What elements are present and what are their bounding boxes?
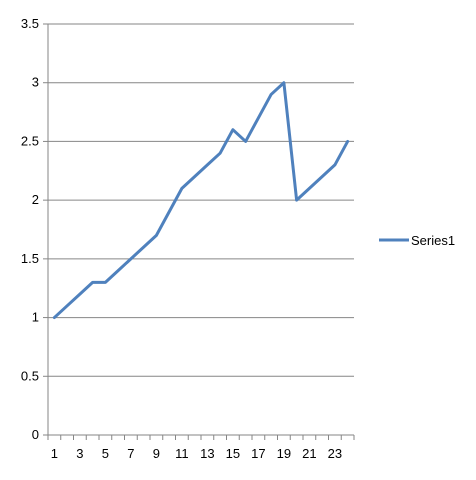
legend: Series1 [379,233,455,248]
gridlines [48,24,354,376]
legend-label: Series1 [411,233,455,248]
y-tick-label: 2.5 [21,133,39,148]
y-tick-label: 3.5 [21,16,39,31]
x-tick-label: 15 [226,446,240,461]
x-tick-label: 9 [153,446,160,461]
x-tick-label: 7 [127,446,134,461]
x-tick-label: 21 [302,446,316,461]
x-tick-label: 19 [277,446,291,461]
y-tick-label: 1 [32,310,39,325]
x-tick-label: 1 [51,446,58,461]
y-tick-label: 0.5 [21,368,39,383]
y-tick-label: 2 [32,192,39,207]
y-tick-label: 0 [32,427,39,442]
x-axis-tick-labels: 1 3 5 7 9 11 13 15 17 19 21 23 [51,446,342,461]
axes [43,24,354,440]
y-axis-tick-labels: 0 0.5 1 1.5 2 2.5 3 3.5 [21,16,39,442]
x-tick-label: 5 [102,446,109,461]
x-tick-label: 13 [200,446,214,461]
x-tick-label: 23 [328,446,342,461]
y-tick-label: 3 [32,75,39,90]
x-tick-label: 17 [251,446,265,461]
y-tick-label: 1.5 [21,251,39,266]
x-tick-label: 11 [175,446,189,461]
x-tick-label: 3 [76,446,83,461]
